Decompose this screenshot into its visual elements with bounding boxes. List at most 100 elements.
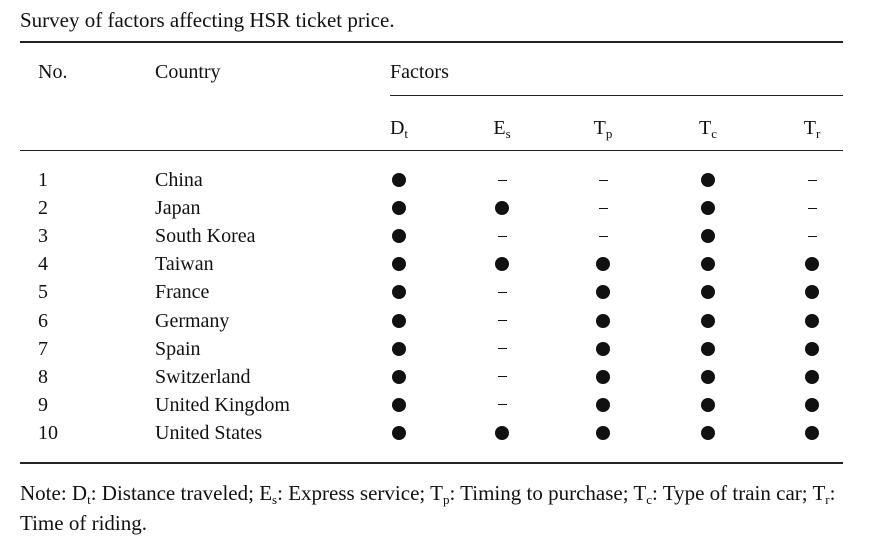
- factor-present-mark: [588, 278, 618, 306]
- header-factor-tc: Tc: [678, 116, 738, 140]
- dash-icon: [497, 376, 507, 378]
- factors-rule: [390, 95, 843, 96]
- filled-circle-icon: [701, 397, 715, 412]
- filled-circle-icon: [805, 397, 819, 412]
- filled-circle-icon: [805, 341, 819, 356]
- factor-present-mark: [693, 166, 723, 194]
- factor-present-mark: [588, 363, 618, 391]
- filled-circle-icon: [392, 369, 406, 384]
- factor-present-mark: [487, 419, 517, 447]
- table-row: 9 United Kingdom: [0, 391, 878, 419]
- header-factor-es: Es: [472, 116, 532, 140]
- filled-circle-icon: [392, 341, 406, 356]
- factor-absent-mark: [487, 363, 517, 391]
- note-description: : Distance traveled;: [90, 481, 260, 505]
- factor-absent-mark: [588, 222, 618, 250]
- factor-symbol: T: [803, 117, 816, 139]
- filled-circle-icon: [701, 173, 715, 187]
- dash-icon: [598, 235, 608, 237]
- table-row: 2 Japan: [0, 194, 878, 222]
- row-country: South Korea: [155, 225, 256, 248]
- header-country: Country: [155, 61, 221, 83]
- header-factors: Factors: [390, 61, 449, 83]
- filled-circle-icon: [392, 201, 406, 216]
- note-description: : Time of riding.: [20, 481, 836, 535]
- factor-present-mark: [384, 419, 414, 447]
- factor-present-mark: [797, 250, 827, 278]
- factor-present-mark: [797, 363, 827, 391]
- row-country: Switzerland: [155, 365, 251, 388]
- factor-present-mark: [384, 278, 414, 306]
- filled-circle-icon: [701, 313, 715, 328]
- factor-present-mark: [693, 278, 723, 306]
- filled-circle-icon: [701, 285, 715, 300]
- note-subscript: s: [272, 492, 278, 507]
- factor-subscript: s: [505, 126, 511, 141]
- factor-present-mark: [693, 391, 723, 419]
- factor-present-mark: [588, 391, 618, 419]
- note-subscript: t: [87, 492, 91, 507]
- factor-absent-mark: [487, 278, 517, 306]
- factor-present-mark: [797, 419, 827, 447]
- filled-circle-icon: [392, 257, 406, 272]
- filled-circle-icon: [596, 285, 610, 300]
- note-symbol: T: [430, 481, 443, 505]
- factor-present-mark: [693, 222, 723, 250]
- top-rule: [20, 41, 843, 43]
- dash-icon: [497, 179, 507, 181]
- filled-circle-icon: [805, 425, 819, 440]
- factor-present-mark: [487, 194, 517, 222]
- row-number: 7: [38, 337, 48, 360]
- filled-circle-icon: [596, 369, 610, 384]
- factor-symbol: T: [593, 117, 606, 139]
- factor-present-mark: [588, 419, 618, 447]
- row-country: Japan: [155, 197, 201, 220]
- table-row: 8 Switzerland: [0, 363, 878, 391]
- row-country: United Kingdom: [155, 393, 290, 416]
- note-symbol: T: [812, 481, 826, 505]
- table-row: 10 United States: [0, 419, 878, 447]
- header-factor-dt: Dt: [369, 116, 429, 140]
- factor-absent-mark: [588, 166, 618, 194]
- factor-present-mark: [693, 307, 723, 335]
- filled-circle-icon: [495, 425, 509, 440]
- bottom-rule: [20, 462, 843, 464]
- filled-circle-icon: [805, 257, 819, 272]
- factor-symbol: E: [493, 117, 506, 139]
- row-country: Spain: [155, 337, 201, 360]
- header-rule: [20, 150, 843, 151]
- factor-symbol: D: [389, 117, 405, 139]
- factor-present-mark: [384, 363, 414, 391]
- factor-absent-mark: [487, 391, 517, 419]
- factor-subscript: c: [711, 126, 717, 141]
- filled-circle-icon: [392, 397, 406, 412]
- factor-absent-mark: [487, 166, 517, 194]
- table-note: Note: Dt: Distance traveled; Es: Express…: [20, 478, 850, 538]
- filled-circle-icon: [596, 341, 610, 356]
- filled-circle-icon: [596, 313, 610, 328]
- filled-circle-icon: [701, 369, 715, 384]
- filled-circle-icon: [805, 369, 819, 384]
- dash-icon: [807, 179, 817, 181]
- factor-subscript: r: [815, 126, 821, 141]
- filled-circle-icon: [701, 229, 715, 244]
- factor-present-mark: [588, 307, 618, 335]
- row-country: Germany: [155, 309, 230, 332]
- filled-circle-icon: [392, 173, 406, 187]
- row-number: 5: [38, 281, 48, 304]
- factor-present-mark: [384, 307, 414, 335]
- dash-icon: [598, 179, 608, 181]
- header-factor-tp: Tp: [573, 116, 633, 140]
- row-number: 3: [38, 225, 48, 248]
- factor-present-mark: [693, 335, 723, 363]
- filled-circle-icon: [701, 257, 715, 272]
- row-country: Taiwan: [155, 253, 214, 276]
- dash-icon: [497, 320, 507, 321]
- row-number: 2: [38, 197, 48, 220]
- header-no: No.: [38, 61, 68, 83]
- filled-circle-icon: [701, 425, 715, 440]
- filled-circle-icon: [392, 425, 406, 440]
- filled-circle-icon: [392, 229, 406, 244]
- row-country: United States: [155, 421, 263, 444]
- factor-absent-mark: [797, 194, 827, 222]
